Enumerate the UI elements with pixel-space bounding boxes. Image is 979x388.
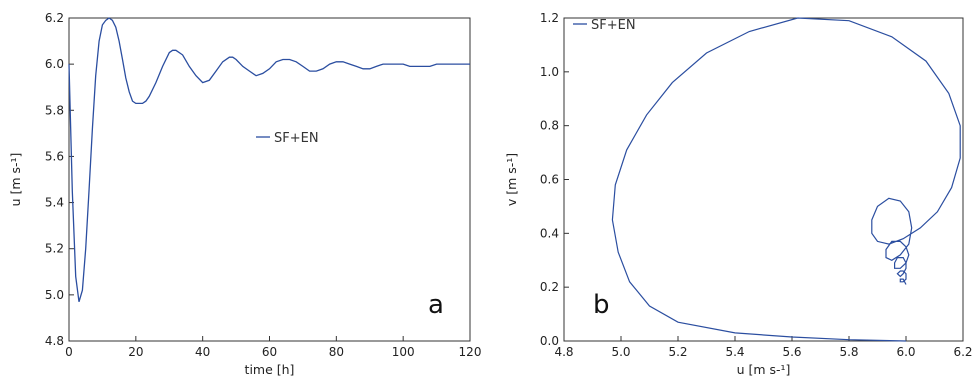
panel-b-legend-label: SF+EN	[591, 18, 636, 33]
panel-b-x-tick-label: 5.4	[725, 345, 744, 359]
panel-b-letter: b	[593, 290, 610, 320]
panel-a-x-axis-label: time [h]	[245, 362, 295, 377]
panel-b-plot-frame	[563, 17, 964, 342]
panel-b: 4.8 5.0 5.2 5.4 5.6 5.8 6.0 6.2 0.0 0.2 0.4 0.6 0.8 1…	[504, 11, 973, 377]
panel-b-x-tick-label: 6.2	[953, 345, 972, 359]
panel-b-y-tick-label: 1.0	[540, 65, 559, 79]
panel-a-y-tick-label: 6.2	[45, 11, 64, 25]
panel-a-y-axis-label: u [m s-¹]	[8, 153, 23, 207]
panel-b-y-tick-label: 1.2	[540, 11, 559, 25]
panel-a-x-tick-label: 120	[459, 345, 482, 359]
panel-b-x-axis-label: u [m s-¹]	[737, 362, 791, 377]
panel-a-x-tick-label: 20	[128, 345, 143, 359]
panel-b-legend: SF+EN	[573, 18, 636, 33]
panel-a-y-tick-label: 6.0	[45, 57, 64, 71]
panel-a-y-tick-label: 5.8	[45, 103, 64, 117]
panel-a-legend: SF+EN	[256, 131, 319, 146]
panel-b-y-tick-label: 0.0	[540, 334, 559, 348]
panel-a-y-tick-label: 5.4	[45, 196, 64, 210]
panel-b-x-tick-label: 5.6	[782, 345, 801, 359]
panel-a-x-tick-label: 40	[195, 345, 210, 359]
panel-a-x-tick-label: 100	[392, 345, 415, 359]
panel-a-y-tick-label: 5.0	[45, 288, 64, 302]
panel-b-y-tick-label: 0.8	[540, 119, 559, 133]
panel-a-y-tick-label: 4.8	[45, 334, 64, 348]
panel-a-letter: a	[428, 290, 444, 320]
panel-a-series-line	[68, 17, 470, 302]
panel-a-y-tick-label: 5.6	[45, 149, 64, 163]
panel-a-ticks: 0 20 40 60 80 100 120 4.8 5.0 5.2 5.4 5.6 5.8 6.0 6.2	[45, 11, 482, 359]
panel-a-legend-label: SF+EN	[274, 131, 319, 146]
panel-b-series-line	[611, 17, 961, 342]
panel-a-x-tick-label: 60	[262, 345, 277, 359]
panel-b-y-tick-label: 0.4	[540, 226, 559, 240]
panel-b-y-axis-label: v [m s-¹]	[504, 153, 519, 206]
panel-b-y-tick-label: 0.6	[540, 173, 559, 187]
panel-b-x-tick-label: 5.8	[839, 345, 858, 359]
panel-a-x-tick-label: 80	[329, 345, 344, 359]
panel-b-x-tick-label: 5.2	[668, 345, 687, 359]
panel-b-ticks: 4.8 5.0 5.2 5.4 5.6 5.8 6.0 6.2 0.0 0.2 0.4 0.6 0.8 1…	[540, 11, 973, 359]
panel-b-y-tick-label: 0.2	[540, 280, 559, 294]
panel-a-x-tick-label: 0	[65, 345, 73, 359]
panel-b-x-tick-label: 5.0	[611, 345, 630, 359]
panel-b-x-tick-label: 4.8	[554, 345, 573, 359]
panel-a: 0 20 40 60 80 100 1204.85.05.25.45.65.86.06.2 …	[8, 11, 481, 377]
panel-b-x-tick-label: 6.0	[896, 345, 915, 359]
panel-a-y-tick-label: 5.2	[45, 242, 64, 256]
